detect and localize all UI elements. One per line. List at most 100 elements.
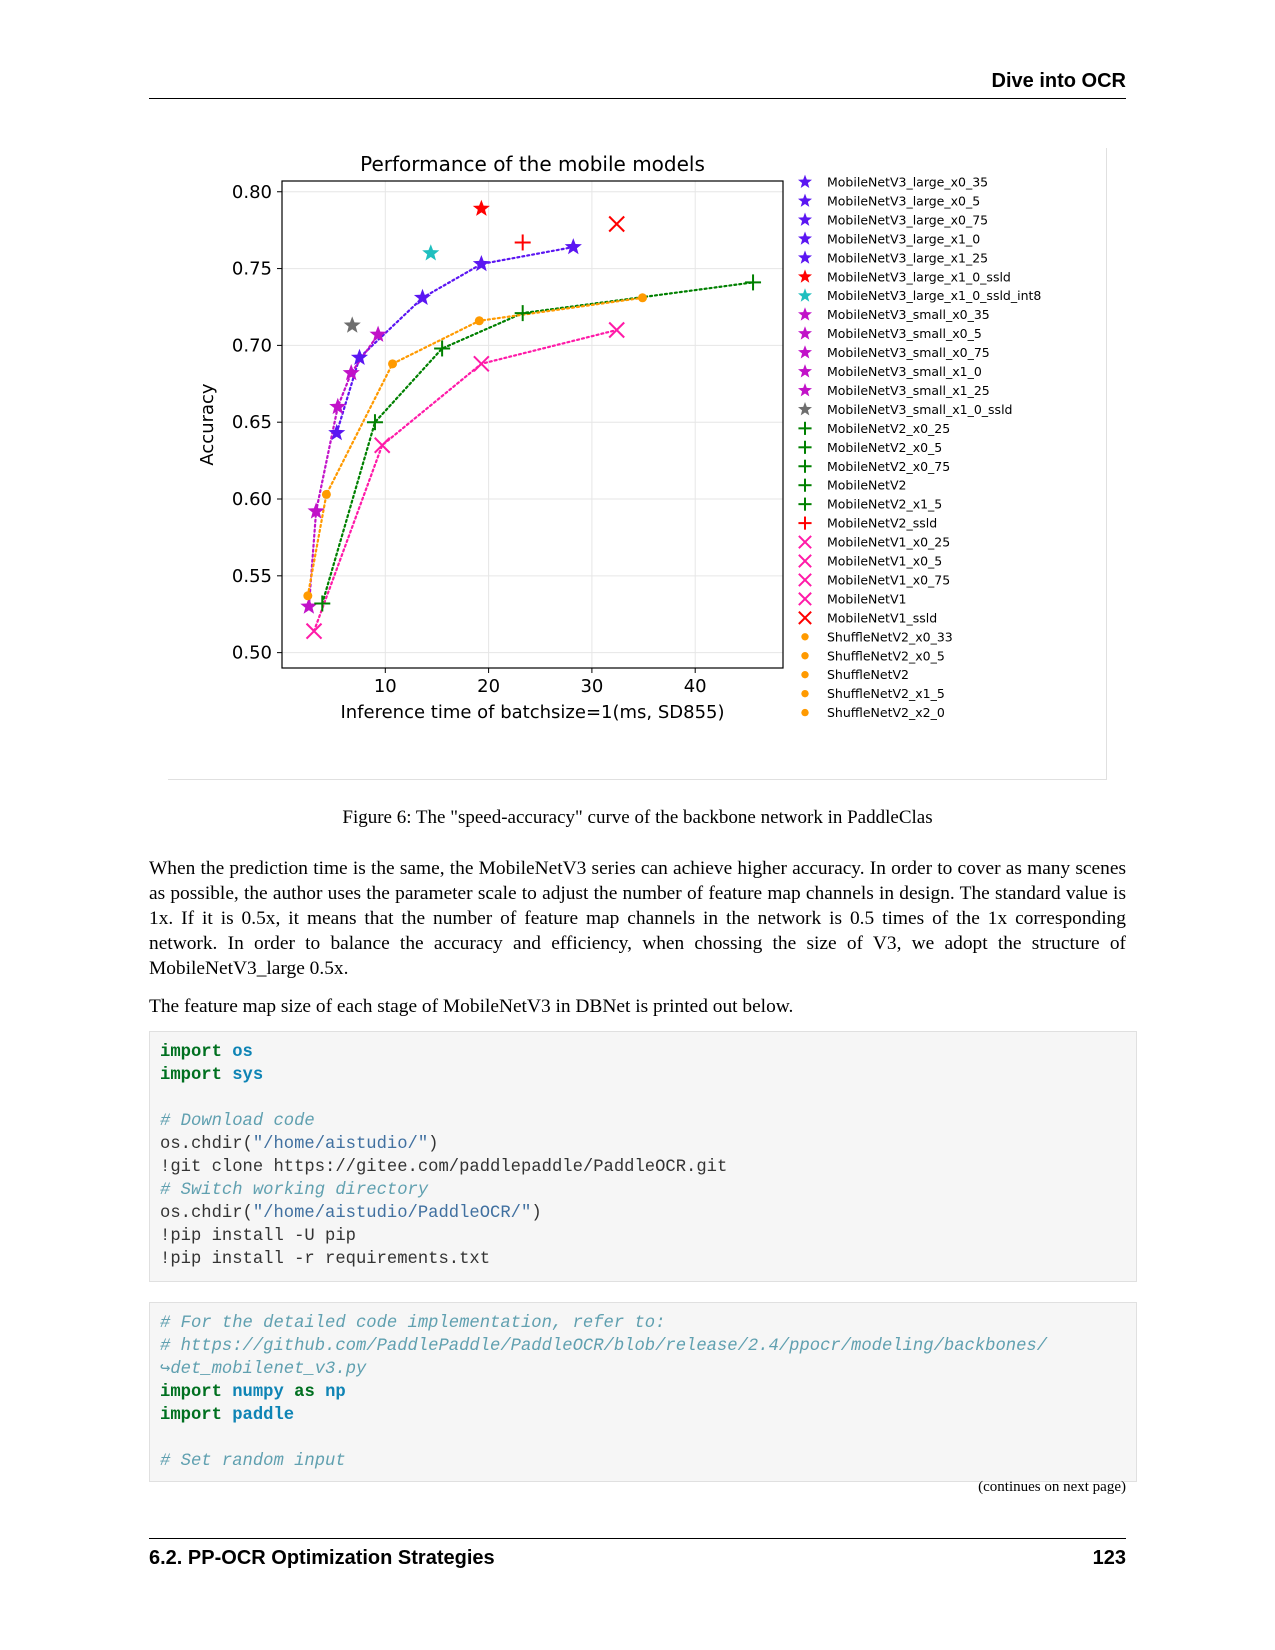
data-point (328, 423, 346, 441)
figure: 10 20 30 40 0.50 0.55 0.60 0.65 0.70 0.75 0.80 Perf… (168, 148, 1107, 780)
plot-frame (281, 180, 784, 669)
legend-label: ShuffleNetV2_x2_0 (827, 705, 945, 720)
legend-label: MobileNetV3_small_x0_5 (827, 326, 982, 341)
page-number: 123 (1092, 1547, 1126, 1569)
chart-title: Performance of the mobile models (360, 152, 705, 176)
footer-section: 6.2. PP-OCR Optimization Strategies (149, 1547, 495, 1569)
legend-label: MobileNetV1 (827, 591, 906, 606)
data-point (314, 595, 331, 612)
legend-marker (798, 478, 812, 492)
data-point (472, 255, 490, 272)
legend-marker (798, 402, 812, 416)
y-tick-label: 0.70 (232, 335, 272, 356)
legend-marker (798, 269, 812, 283)
series-curve (307, 333, 380, 608)
legend-marker (798, 497, 812, 511)
data-point (638, 293, 648, 303)
x-tick-label: 20 (477, 676, 500, 697)
legend-label: MobileNetV3_small_x0_35 (827, 307, 990, 322)
figure-caption: Figure 6: The "speed-accuracy" curve of … (342, 807, 933, 828)
data-point (307, 502, 325, 519)
x-tick-label: 40 (684, 676, 707, 697)
legend-label: MobileNetV3_large_x0_75 (827, 212, 988, 227)
series-curve (321, 281, 755, 605)
page-header: Dive into OCR (149, 68, 1126, 99)
y-tick-label: 0.60 (232, 489, 272, 510)
data-point (608, 321, 625, 339)
data-point (366, 414, 383, 431)
data-point (305, 622, 323, 640)
data-point (514, 305, 531, 322)
y-tick-label: 0.65 (232, 412, 272, 433)
data-point (745, 274, 762, 291)
legend-marker (798, 174, 812, 188)
x-axis-label: Inference time of batchsize=1(ms, SD855) (340, 702, 724, 723)
legend-label: MobileNetV1_x0_25 (827, 535, 950, 550)
legend-marker (798, 573, 812, 587)
legend-label: MobileNetV2 (827, 478, 906, 493)
legend-label: ShuffleNetV2_x1_5 (827, 686, 945, 701)
legend-marker (798, 326, 812, 340)
legend-marker (798, 592, 812, 606)
paragraph-mobilenetv3: When the prediction time is the same, th… (149, 858, 1126, 979)
legend-label: MobileNetV3_large_x1_0_ssld_int8 (827, 288, 1041, 303)
data-point (321, 489, 331, 499)
data-point (422, 244, 440, 261)
speed-accuracy-chart: 10 20 30 40 0.50 0.55 0.60 0.65 0.70 0.75 0.80 Perf… (197, 152, 1041, 723)
legend-marker (801, 633, 809, 641)
legend-label: MobileNetV2_x0_5 (827, 440, 942, 455)
legend-label: MobileNetV2_x0_75 (827, 459, 950, 474)
legend-marker (798, 383, 812, 397)
legend-label: MobileNetV3_large_x0_5 (827, 193, 980, 208)
code-block-mobilenet: # For the detailed code implementation, … (149, 1302, 1137, 1482)
legend-label: ShuffleNetV2_x0_5 (827, 648, 945, 663)
page-footer: 6.2. PP-OCR Optimization Strategies 123 (149, 1538, 1126, 1569)
y-tick-label: 0.75 (232, 259, 272, 280)
legend-label: MobileNetV3_large_x1_0_ssld (827, 269, 1011, 284)
legend-marker (801, 671, 809, 679)
legend-marker (801, 652, 809, 660)
legend-marker (798, 421, 812, 435)
legend-label: MobileNetV3_large_x1_25 (827, 250, 988, 265)
legend-marker (798, 345, 812, 359)
data-point (342, 364, 360, 381)
data-point (300, 597, 318, 614)
data-point (369, 325, 387, 342)
series-curve (312, 328, 618, 633)
legend-marker (801, 708, 809, 717)
data-point (413, 288, 431, 305)
legend-label: MobileNetV3_large_x1_0 (827, 231, 980, 246)
legend-label: MobileNetV1_ssld (827, 610, 937, 625)
continues-note: (continues on next page) (978, 1479, 1126, 1495)
legend-marker (798, 516, 812, 530)
legend-label: MobileNetV2_x1_5 (827, 497, 942, 512)
y-tick-label: 0.55 (232, 566, 272, 587)
data-point (608, 215, 625, 233)
data-point (329, 397, 347, 415)
data-point (343, 316, 361, 333)
data-point (473, 355, 490, 373)
data-point (388, 359, 398, 369)
y-axis-label: Accuracy (197, 383, 218, 466)
legend-label: MobileNetV3_small_x0_75 (827, 345, 990, 360)
legend-marker (798, 535, 812, 549)
data-point (564, 238, 582, 255)
running-title: Dive into OCR (991, 70, 1126, 92)
legend-label: ShuffleNetV2 (827, 667, 909, 682)
legend-label: MobileNetV3_large_x0_35 (827, 175, 988, 190)
data-point (474, 316, 484, 326)
legend-label: MobileNetV1_x0_75 (827, 572, 950, 587)
x-tick-label: 10 (374, 676, 397, 697)
x-tick-label: 30 (580, 676, 603, 697)
legend-label: ShuffleNetV2_x0_33 (827, 629, 953, 644)
code-block-setup: import os import sys # Download code os.… (149, 1031, 1137, 1282)
legend-label: MobileNetV3_small_x1_25 (827, 383, 990, 398)
legend-marker (798, 212, 812, 226)
legend-marker (798, 307, 812, 321)
data-point (514, 234, 531, 251)
paragraph-feature-map: The feature map size of each stage of Mo… (149, 996, 794, 1017)
legend-label: MobileNetV2_ssld (827, 516, 937, 531)
data-point (472, 199, 490, 216)
y-tick-label: 0.50 (232, 643, 272, 664)
legend-marker (798, 459, 812, 473)
